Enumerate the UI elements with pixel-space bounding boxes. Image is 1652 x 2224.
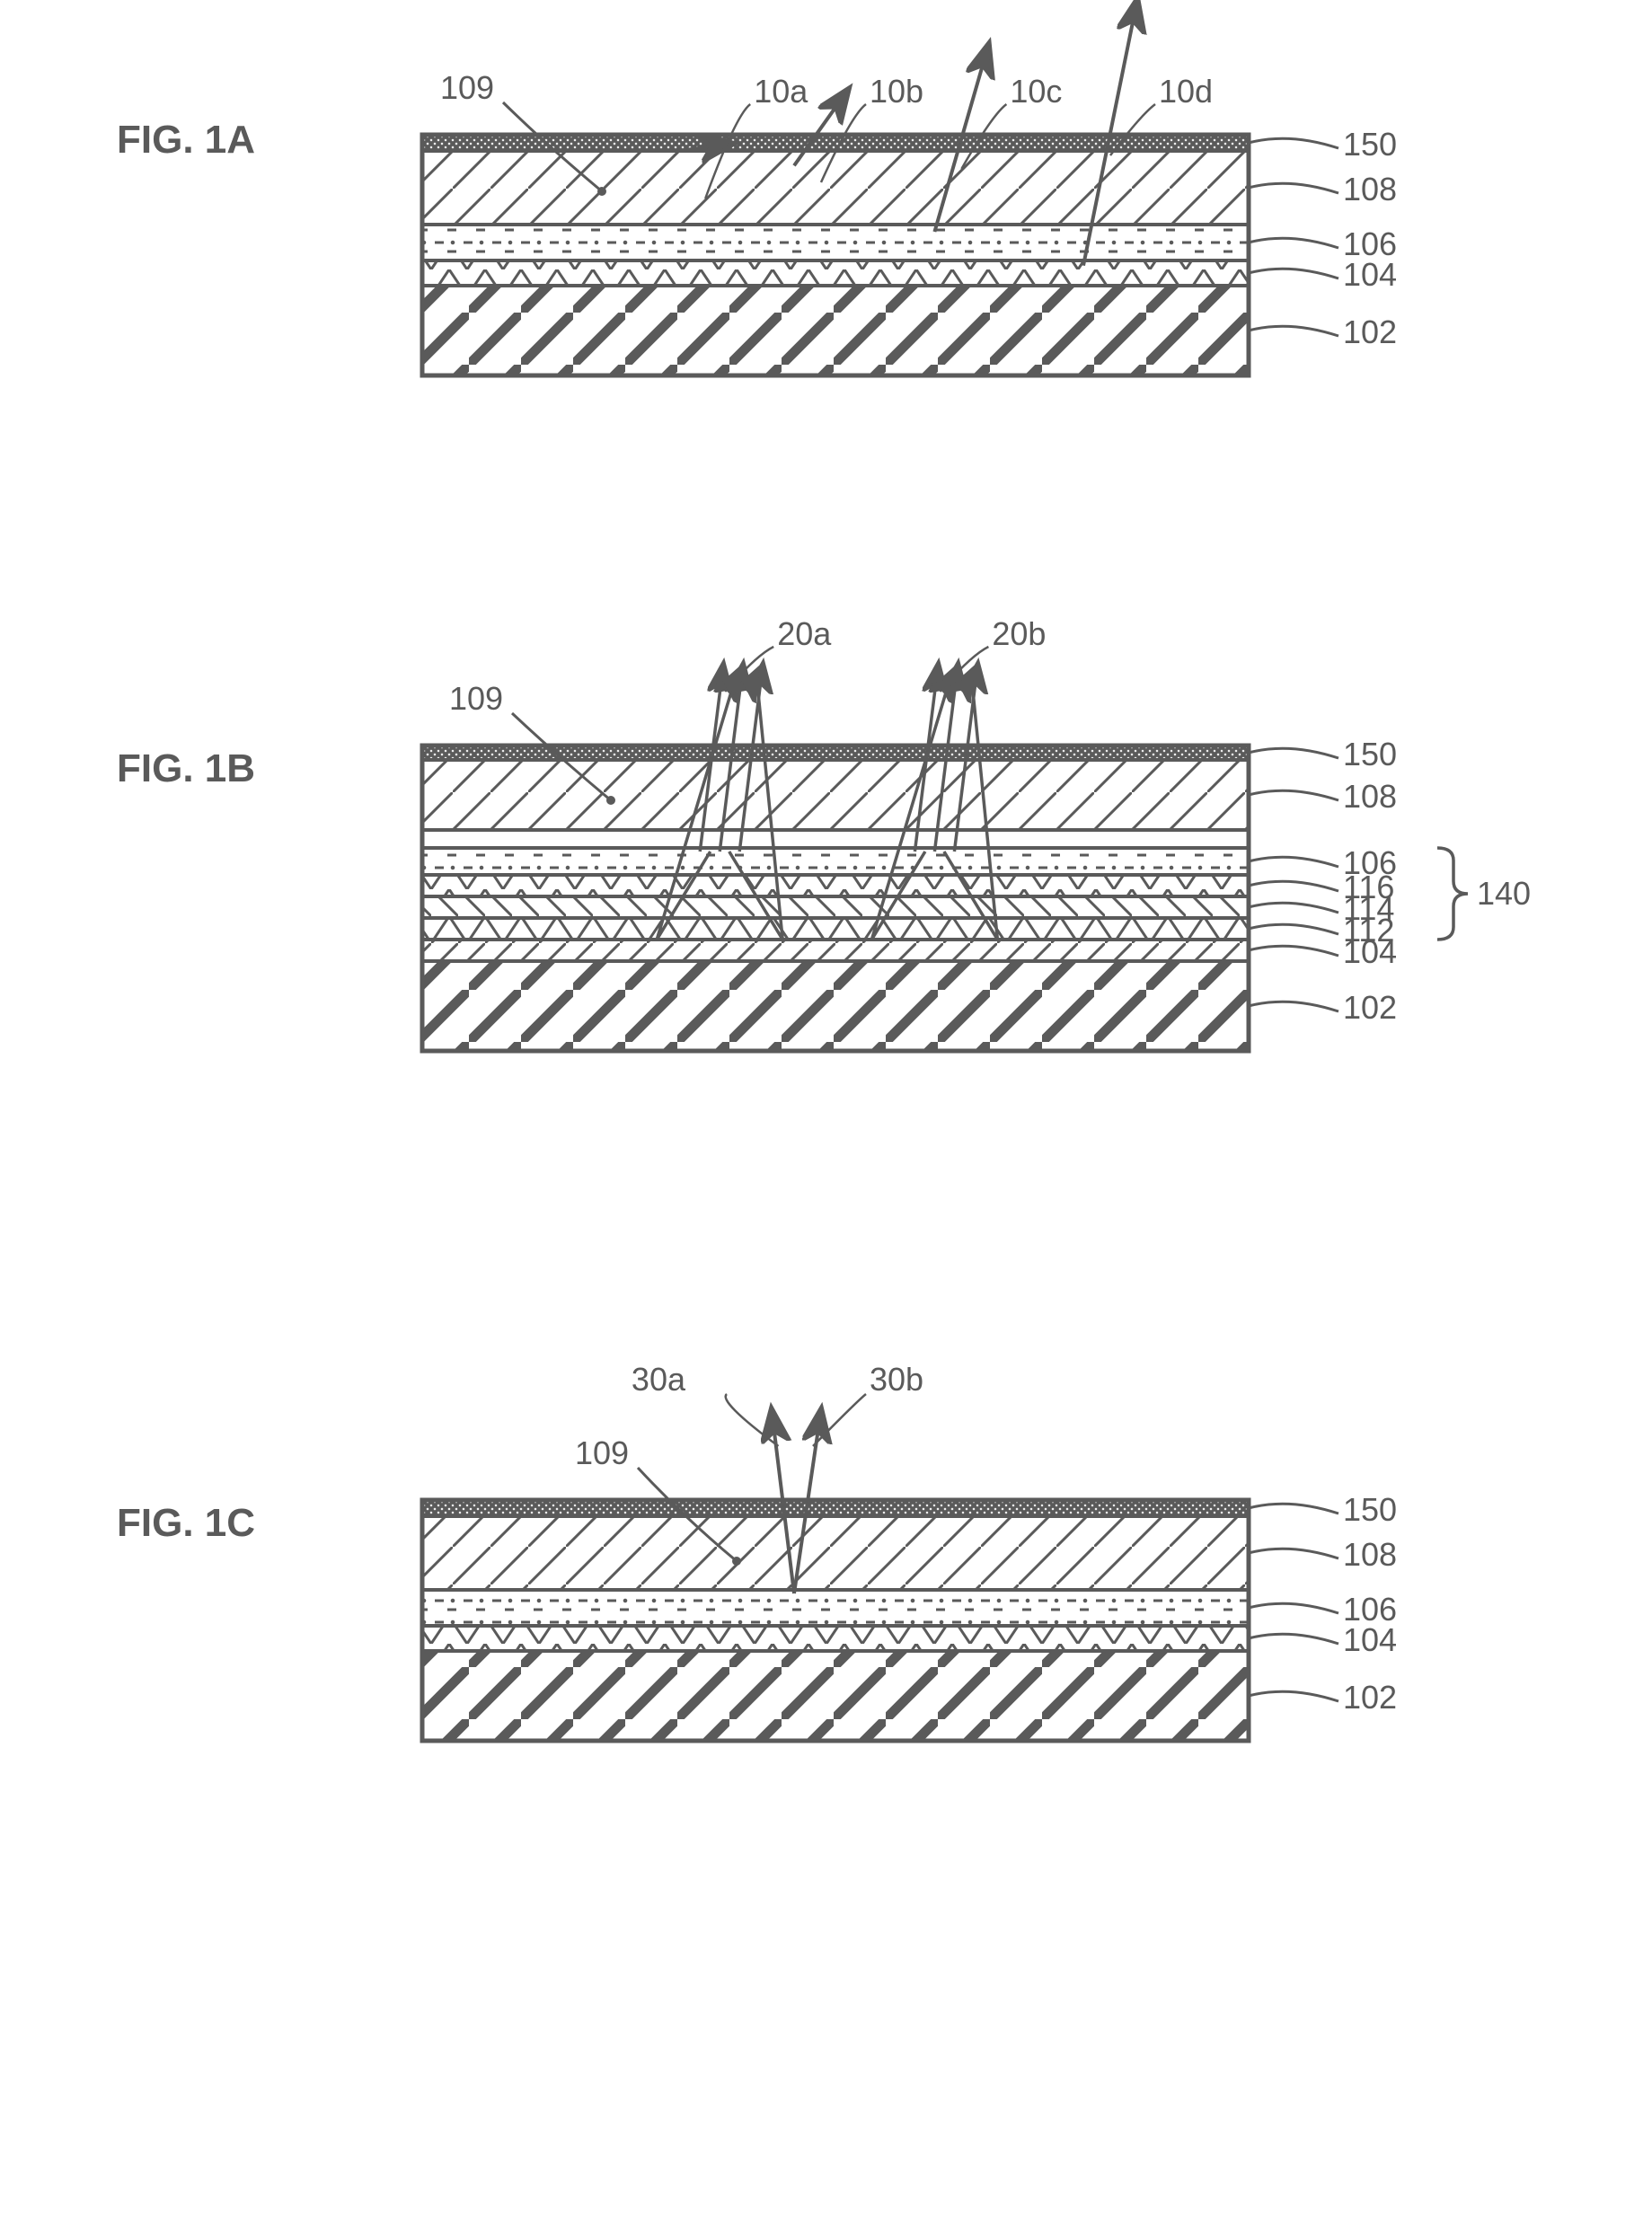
figure-label: FIG. 1A (117, 118, 255, 162)
reflection-arrow (755, 672, 756, 675)
ref-label-102: 102 (1343, 989, 1397, 1026)
layer-150 (422, 1500, 1249, 1516)
ref-label-104: 104 (1343, 933, 1397, 970)
reflection-arrow (736, 672, 738, 675)
ref-label-109: 109 (575, 1434, 629, 1471)
ref-label-104: 104 (1343, 256, 1397, 293)
layer-104 (422, 260, 1249, 286)
layer-108 (422, 1516, 1249, 1590)
ref-label-10d: 10d (1159, 73, 1213, 110)
lead-line (1249, 903, 1338, 913)
lead-line (1249, 138, 1338, 148)
lead-line (940, 647, 988, 692)
figure-label: FIG. 1C (117, 1501, 255, 1545)
ref-label-102: 102 (1343, 1679, 1397, 1716)
ref-label-108: 108 (1343, 171, 1397, 207)
ref-label-150: 150 (1343, 736, 1397, 772)
ref-label-140: 140 (1477, 875, 1531, 912)
layer-102 (422, 1651, 1249, 1741)
lead-line (1249, 946, 1338, 956)
lead-line (1249, 1634, 1338, 1644)
layer-102 (422, 961, 1249, 1051)
layer-104 (422, 940, 1249, 961)
lead-line (1249, 790, 1338, 800)
group-bracket (1437, 848, 1468, 940)
lead-line (1249, 1504, 1338, 1514)
lead-line (1249, 1691, 1338, 1701)
ref-label-30b: 30b (870, 1361, 923, 1398)
ref-label-20a: 20a (777, 615, 832, 652)
layer-108 (422, 151, 1249, 225)
ref-label-102: 102 (1343, 313, 1397, 350)
lead-line (1249, 326, 1338, 336)
ref-label-108: 108 (1343, 778, 1397, 815)
lead-line (726, 1394, 779, 1446)
lead-line (1249, 1002, 1338, 1011)
ref-label-109: 109 (440, 69, 494, 106)
ref-label-104: 104 (1343, 1621, 1397, 1658)
lead-line (1249, 1549, 1338, 1558)
layer-116 (422, 875, 1249, 896)
ref-label-20b: 20b (992, 615, 1046, 652)
layer-108 (422, 760, 1249, 830)
lead-line (1249, 881, 1338, 891)
ref-label-150: 150 (1343, 126, 1397, 163)
lead-line (1249, 1603, 1338, 1613)
layer-106 (422, 848, 1249, 875)
lead-line (1249, 924, 1338, 934)
layer-104 (422, 1626, 1249, 1651)
diagram-canvas: FIG. 1A15010810610410210910a10b10c10dFIG… (0, 0, 1652, 2224)
layer-102 (422, 286, 1249, 375)
lead-line (1249, 748, 1338, 758)
ref-label-30a: 30a (632, 1361, 686, 1398)
ref-label-150: 150 (1343, 1491, 1397, 1528)
ref-label-108: 108 (1343, 1536, 1397, 1573)
lead-line (1249, 183, 1338, 193)
lead-line (725, 647, 773, 692)
ref-label-10a: 10a (754, 73, 808, 110)
layer-106 (422, 1590, 1249, 1626)
ref-label-10b: 10b (870, 73, 923, 110)
layer-114 (422, 896, 1249, 918)
lead-line (1249, 238, 1338, 248)
reflection-arrow (950, 672, 952, 675)
figure-label: FIG. 1B (117, 746, 255, 790)
ref-label-109: 109 (449, 680, 503, 717)
layer-106 (422, 225, 1249, 260)
ref-label-10c: 10c (1010, 73, 1062, 110)
layer-112 (422, 918, 1249, 940)
reflection-arrow (969, 672, 971, 675)
lead-line (1249, 857, 1338, 867)
lead-line (1249, 269, 1338, 278)
